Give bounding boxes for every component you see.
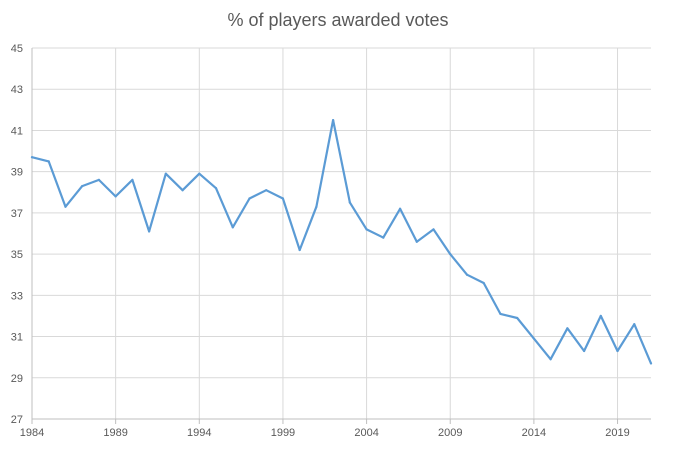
y-tick-label: 33 [11,290,23,302]
data-point [181,189,184,192]
data-point [30,156,34,159]
x-tick-label: 2009 [438,427,462,439]
data-point [64,205,67,208]
y-tick-label: 39 [11,167,23,179]
data-point [549,358,552,361]
data-point [398,207,402,210]
data-point [566,327,569,330]
y-tick-label: 27 [11,414,23,426]
y-tick-label: 29 [11,373,23,385]
x-tick-label: 2019 [605,427,629,439]
data-point [616,349,619,353]
data-point [382,236,385,239]
data-point [81,184,84,188]
data-point [231,226,234,229]
data-point [148,230,151,233]
x-tick-label: 1994 [187,427,211,439]
data-point [599,314,602,318]
data-point [164,172,167,175]
gridlines [31,47,651,420]
y-tick-label: 41 [11,125,23,137]
x-tick-labels: 1984 1989 1994 1999 2004 2009 2014 2019 [20,427,630,439]
x-tick-label: 2014 [522,427,546,439]
data-point [97,178,101,182]
data-point [198,172,201,175]
data-point [265,189,268,192]
series-line [30,118,653,365]
data-point [415,240,418,243]
data-point [432,228,435,231]
data-point [214,187,218,190]
data-point [449,253,452,256]
data-point [649,362,653,365]
data-point [248,197,251,200]
data-point [465,273,469,276]
data-point [298,248,301,252]
chart-title: % of players awarded votes [227,10,449,30]
data-point [365,228,368,231]
y-tick-label: 35 [11,249,23,261]
x-tick-label: 1989 [103,427,127,439]
y-tick-label: 45 [11,43,23,55]
y-tick-label: 43 [11,84,23,96]
data-point [47,160,50,163]
data-point [348,201,351,204]
data-point [482,281,485,285]
series-layer [30,118,653,365]
data-point [499,312,502,315]
data-point [633,323,636,326]
x-tick-label: 1999 [271,427,295,439]
data-point [332,119,335,122]
data-point [281,197,285,200]
x-tick-label: 1984 [20,427,44,439]
x-tick-label: 2004 [354,427,378,439]
data-point [315,205,318,208]
data-point [516,316,519,320]
data-point [582,349,586,353]
data-point [131,178,134,182]
y-tick-label: 37 [11,208,23,220]
data-point [114,195,117,198]
y-tick-label: 31 [11,332,23,344]
axes [31,48,651,424]
y-tick-labels: 27 29 31 33 35 37 39 41 43 45 [11,43,23,426]
data-point [532,337,535,340]
